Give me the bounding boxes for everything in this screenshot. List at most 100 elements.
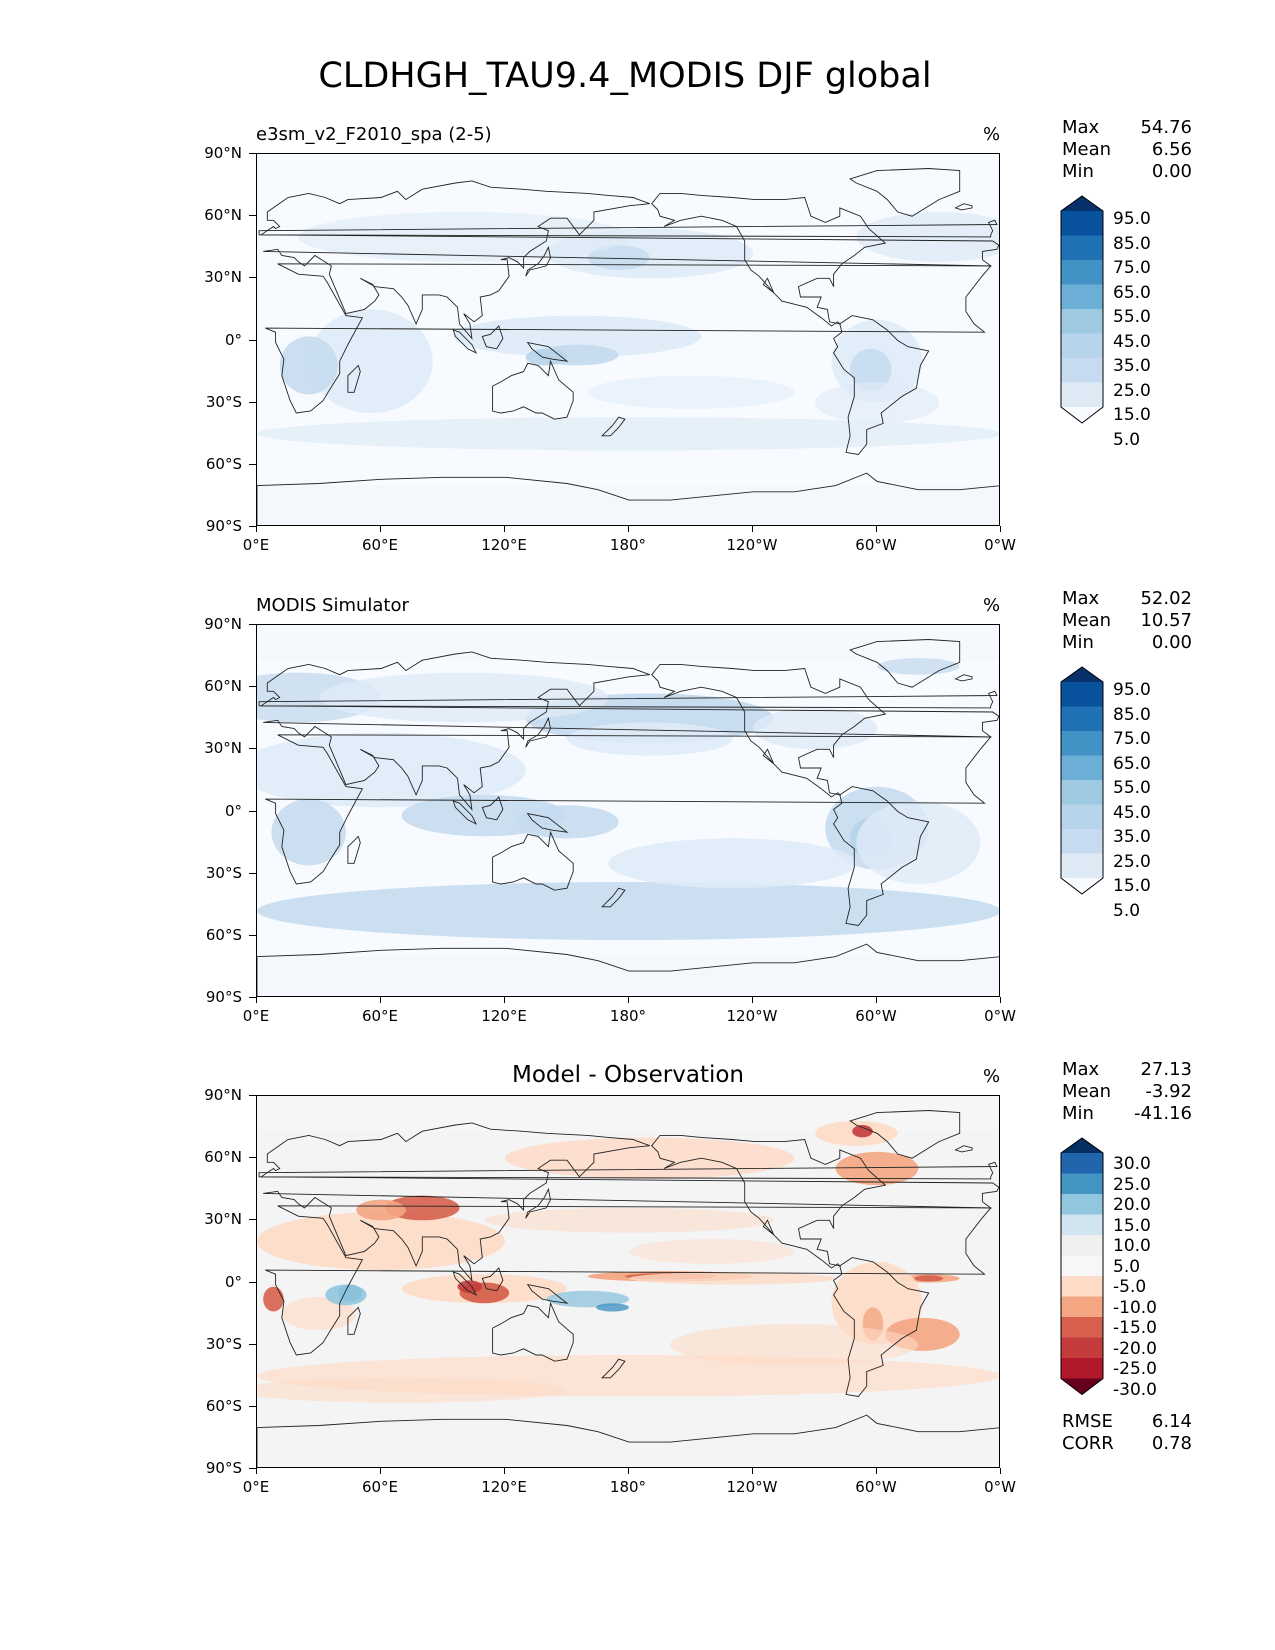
colorbar-segment xyxy=(1061,1255,1103,1277)
field-contour-region xyxy=(325,1284,367,1306)
lon-tick-label: 120°E xyxy=(481,536,527,554)
stat-row: Mean 6.56 xyxy=(1062,139,1192,161)
lon-tick-mark xyxy=(752,526,753,532)
field-contour-region xyxy=(281,1297,357,1331)
lon-tick-mark xyxy=(504,1468,505,1474)
field-contour-region xyxy=(356,1199,406,1221)
coastline-namerica xyxy=(651,1134,887,1269)
lon-tick-label: 0°W xyxy=(984,1478,1016,1496)
field-contour-region xyxy=(629,1272,836,1285)
lat-tick-label: 60°N xyxy=(204,206,242,225)
colorbar-segment xyxy=(1061,1153,1103,1174)
lon-tick-mark xyxy=(504,526,505,532)
field-contour-region xyxy=(271,799,346,866)
stat-row: Min 0.00 xyxy=(1062,632,1192,654)
coastline-sumatra xyxy=(452,329,478,354)
map-plot xyxy=(256,624,1000,997)
field-contour-region xyxy=(670,1324,919,1366)
colorbar-tick-label: -30.0 xyxy=(1113,1379,1157,1400)
stat-label: Max xyxy=(1062,588,1100,609)
panel-title: e3sm_v2_F2010_spa (2-5) xyxy=(256,124,492,145)
lat-tick-label: 90°S xyxy=(205,517,242,535)
lat-tick-mark xyxy=(249,997,256,998)
coastline-britain xyxy=(258,690,998,709)
field-contour-region xyxy=(263,1286,284,1312)
lon-tick-label: 120°E xyxy=(481,1007,527,1025)
lat-tick-mark xyxy=(249,872,256,874)
colorbar-tick-label: 5.0 xyxy=(1113,1256,1141,1277)
stat-value: -3.92 xyxy=(1145,1081,1192,1102)
coastline-iceland xyxy=(954,1145,973,1153)
coastline-namerica xyxy=(651,192,887,327)
colorbar-segment xyxy=(1061,1358,1103,1379)
stat-value: 6.56 xyxy=(1151,139,1192,160)
lat-tick-mark xyxy=(249,401,256,403)
stat-label: Mean xyxy=(1062,139,1112,160)
colorbar-segment xyxy=(1061,382,1103,408)
map-plot xyxy=(256,1095,1000,1468)
lon-tick-label: 60°W xyxy=(855,1007,897,1025)
lat-tick-label: 30°S xyxy=(205,392,242,411)
stat-row: Min 0.00 xyxy=(1062,161,1192,183)
stat-label: Min xyxy=(1062,161,1094,182)
colorbar-segment xyxy=(1061,682,1103,707)
coastline-australia xyxy=(492,359,574,420)
colorbar-segment xyxy=(1061,755,1103,781)
stat-label: Min xyxy=(1062,1103,1094,1124)
colorbar-tick-label: -20.0 xyxy=(1113,1338,1157,1359)
lat-tick-mark xyxy=(249,624,256,625)
colorbar-tick-label: 45.0 xyxy=(1113,802,1151,823)
colorbar-segment xyxy=(1061,211,1103,236)
lat-tick-label: 30°N xyxy=(204,268,242,287)
coastline-eurasia xyxy=(259,180,999,340)
coastline-borneo xyxy=(481,325,504,350)
field-contour-region xyxy=(587,245,650,270)
colorbar-segment xyxy=(1061,1173,1103,1195)
colorbar-segment xyxy=(1061,1194,1103,1215)
map-field-svg xyxy=(257,154,999,525)
lat-tick-label: 0° xyxy=(224,330,242,349)
colorbar-segment xyxy=(1061,309,1103,334)
units-label: % xyxy=(983,1066,1001,1087)
lon-tick-label: 0°W xyxy=(984,1007,1016,1025)
stat-label: CORR xyxy=(1062,1432,1114,1454)
lat-tick-mark xyxy=(249,686,256,688)
lat-tick-label: 60°S xyxy=(205,925,242,944)
field-contour-region xyxy=(457,1280,483,1293)
colorbar-tick-label: 20.0 xyxy=(1113,1195,1151,1215)
colorbar-segment xyxy=(1061,284,1103,310)
coastline-japan xyxy=(525,716,551,748)
field-contour-region xyxy=(852,1125,873,1138)
coastline-japan xyxy=(525,245,551,277)
coastline-namerica xyxy=(651,663,887,798)
lon-tick-label: 180° xyxy=(609,1007,647,1025)
field-contour-region xyxy=(815,382,939,424)
lat-tick-label: 0° xyxy=(224,1272,242,1291)
colorbar-tick-label: 45.0 xyxy=(1113,331,1151,352)
lat-tick-label: 60°N xyxy=(204,677,242,696)
lon-tick-label: 120°W xyxy=(726,1478,778,1496)
map-plot xyxy=(256,153,1000,526)
stat-row: RMSE 6.14 xyxy=(1062,1411,1192,1433)
coastline-eurasia xyxy=(259,1122,999,1282)
colorbar-segment xyxy=(1061,731,1103,756)
stat-value: 0.00 xyxy=(1151,632,1192,653)
coastline-samerica xyxy=(833,315,930,455)
colorbar-segment xyxy=(1061,1296,1103,1318)
lon-tick-label: 120°W xyxy=(726,536,778,554)
lat-tick-label: 30°S xyxy=(205,1334,242,1353)
lat-tick-mark xyxy=(249,153,256,154)
coastline-antarctica xyxy=(257,943,999,996)
stat-row: Max 27.13 xyxy=(1062,1059,1192,1081)
field-contour-region xyxy=(319,672,609,723)
lat-tick-mark xyxy=(249,1281,256,1283)
lat-tick-label: 60°S xyxy=(205,454,242,473)
lat-tick-mark xyxy=(249,1405,256,1407)
lat-tick-label: 60°N xyxy=(204,1148,242,1167)
colorbar-tick-label: 85.0 xyxy=(1113,233,1151,254)
field-contour-region xyxy=(484,1207,774,1233)
lon-tick-mark xyxy=(380,997,381,1003)
lat-tick-mark xyxy=(249,215,256,217)
coastline-madagascar xyxy=(347,835,361,864)
stat-label: Max xyxy=(1062,1059,1100,1080)
